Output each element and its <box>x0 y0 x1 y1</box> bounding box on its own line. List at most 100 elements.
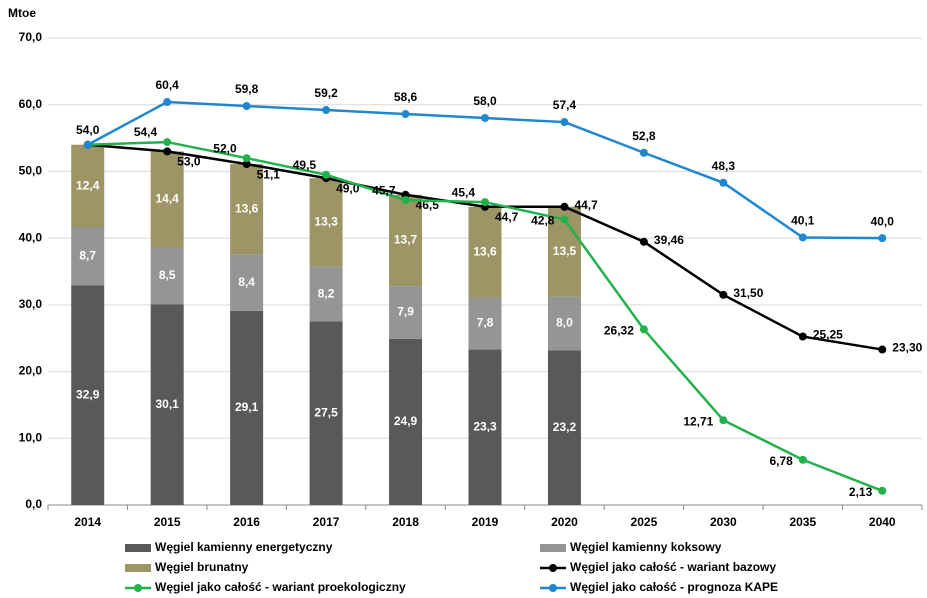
line-value-label: 2,13 <box>849 485 873 499</box>
line-value-label: 25,25 <box>813 328 843 342</box>
bar-value-label: 32,9 <box>76 387 100 401</box>
bar-value-label: 13,7 <box>394 233 418 247</box>
line-value-label: 58,6 <box>394 90 418 104</box>
line-value-label: 39,46 <box>654 233 684 247</box>
line-point <box>242 102 251 111</box>
line-point <box>798 332 807 341</box>
bar-value-label: 23,3 <box>473 419 497 433</box>
line-value-label: 31,50 <box>733 286 763 300</box>
line-value-label: 40,0 <box>871 214 895 228</box>
line-value-label: 48,3 <box>712 159 736 173</box>
line-value-label: 52,0 <box>213 141 237 155</box>
line-point <box>719 178 728 187</box>
bar-segment <box>309 266 343 322</box>
x-tick-label: 2018 <box>392 515 419 529</box>
bar-segment <box>71 227 105 286</box>
bar-segment <box>309 178 343 267</box>
bar-value-label: 7,9 <box>397 305 414 319</box>
bar-segment <box>71 285 105 505</box>
line-value-label: 53,0 <box>177 155 201 169</box>
bar-value-label: 8,2 <box>318 286 335 300</box>
y-tick-label: 0,0 <box>25 497 42 511</box>
line-point <box>322 106 331 115</box>
legend-label: Węgiel jako całość - prognoza KAPE <box>570 580 778 594</box>
y-tick-label: 70,0 <box>19 30 43 44</box>
x-tick-label: 2016 <box>233 515 260 529</box>
legend-label: Węgiel kamienny energetyczny <box>155 540 333 554</box>
bar-value-label: 8,4 <box>238 275 255 289</box>
x-tick-label: 2017 <box>313 515 340 529</box>
line-value-label: 51,1 <box>257 167 281 181</box>
line-point <box>163 98 172 107</box>
legend-swatch <box>549 564 557 572</box>
x-tick-label: 2035 <box>789 515 816 529</box>
line-point <box>242 154 251 163</box>
legend-label: Węgiel brunatny <box>155 560 249 574</box>
bar-segment <box>150 304 184 505</box>
bar-value-label: 23,2 <box>553 420 577 434</box>
line-value-label: 54,0 <box>76 123 100 137</box>
x-tick-label: 2040 <box>869 515 896 529</box>
legend-swatch <box>125 544 151 552</box>
x-tick-label: 2020 <box>551 515 578 529</box>
line-point <box>401 196 410 205</box>
line-value-label: 12,71 <box>683 414 713 428</box>
line-value-label: 57,4 <box>553 98 577 112</box>
bar-segment <box>309 321 343 505</box>
y-tick-label: 60,0 <box>19 97 43 111</box>
bar-value-label: 8,7 <box>79 249 96 263</box>
line-point <box>163 147 172 156</box>
bar-segment <box>150 247 184 305</box>
legend-label: Węgiel jako całość - wariant proekologic… <box>155 580 406 594</box>
line-point <box>83 140 92 149</box>
legend-swatch <box>540 544 566 552</box>
line-value-label: 45,4 <box>452 185 476 199</box>
line-point <box>798 233 807 242</box>
line-point <box>560 202 569 211</box>
bar-segment <box>468 206 502 298</box>
line-point <box>878 234 887 243</box>
bar-value-label: 27,5 <box>314 405 338 419</box>
x-tick-label: 2025 <box>631 515 658 529</box>
line-point <box>481 114 489 123</box>
bar-segment <box>150 151 184 248</box>
line-value-label: 45,7 <box>372 183 396 197</box>
bar-value-label: 30,1 <box>156 397 180 411</box>
x-tick-label: 2019 <box>472 515 499 529</box>
y-tick-label: 10,0 <box>19 430 43 444</box>
y-tick-label: 20,0 <box>19 364 43 378</box>
line-value-label: 44,7 <box>495 210 519 224</box>
bar-value-label: 13,5 <box>553 244 577 258</box>
line-point <box>639 325 648 334</box>
x-tick-label: 2015 <box>154 515 181 529</box>
line-point <box>719 290 728 299</box>
bar-value-label: 12,4 <box>76 178 100 192</box>
bar-segment <box>547 296 581 351</box>
y-axis-label: Mtoe <box>8 6 36 20</box>
line-point <box>481 198 489 207</box>
bar-value-label: 7,8 <box>477 316 494 330</box>
bar-value-label: 8,0 <box>556 316 573 330</box>
line-value-label: 60,4 <box>156 78 180 92</box>
bar-segment <box>230 164 264 255</box>
line-point <box>560 118 569 127</box>
bar-value-label: 29,1 <box>235 400 259 414</box>
line-value-label: 23,30 <box>892 341 922 355</box>
legend-label: Węgiel kamienny koksowy <box>570 540 722 554</box>
line-point <box>719 416 728 425</box>
line-point <box>878 486 887 495</box>
bar-value-label: 24,9 <box>394 414 418 428</box>
y-tick-label: 50,0 <box>19 164 43 178</box>
line-value-label: 40,1 <box>791 214 815 228</box>
bar-segment <box>389 338 423 505</box>
line-value-label: 59,8 <box>235 82 259 96</box>
line-point <box>878 345 887 354</box>
y-tick-label: 30,0 <box>19 297 43 311</box>
bar-value-label: 8,5 <box>159 268 176 282</box>
bar-segment <box>547 350 581 505</box>
bar-value-label: 13,3 <box>314 215 338 229</box>
x-tick-label: 2014 <box>74 515 101 529</box>
line-point <box>560 215 569 224</box>
bar-segment <box>230 254 264 311</box>
